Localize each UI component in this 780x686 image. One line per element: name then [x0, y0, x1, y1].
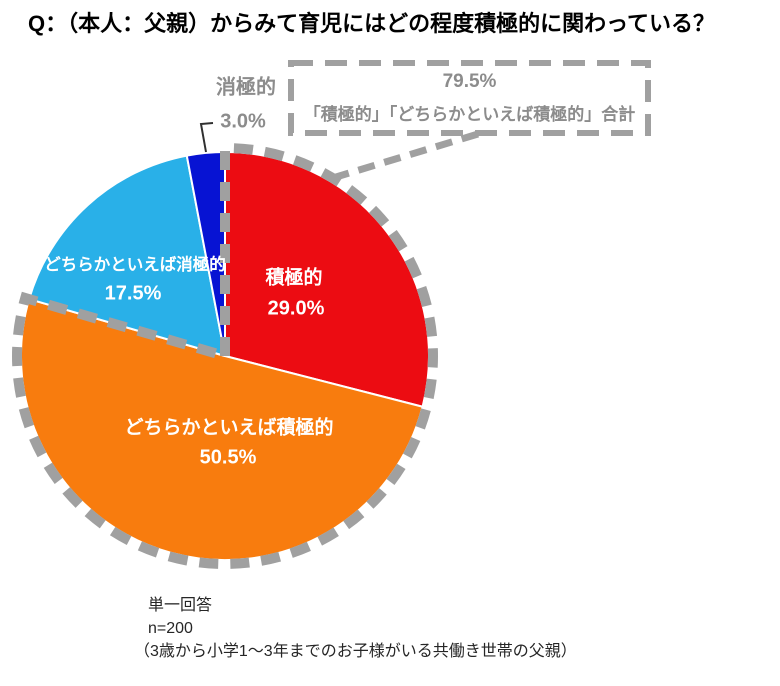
slice-value-active: 29.0% — [267, 297, 325, 320]
summary-callout: 79.5% 「積極的」「どちらかといえば積極的」合計 — [291, 63, 648, 133]
page-title: Q：（本人：父親）からみて育児にはどの程度積極的に関わっている？ — [28, 11, 716, 36]
footnote-sample-size: n=200 — [148, 620, 193, 637]
pie-slice-2 — [28, 154, 226, 357]
footnote: 単一回答 n=200 （3歳から小学1～3年までのお子様がいる共働き世帯の父親） — [134, 594, 577, 663]
callout-dashed-border — [288, 60, 651, 136]
slice-value-passive: 3.0% — [220, 110, 266, 133]
callout-leader-line — [334, 130, 480, 181]
slice-label-somewhat-passive: どちらかといえば消極的 — [44, 256, 226, 274]
callout-total-label: 「積極的」「どちらかといえば積極的」合計 — [303, 105, 636, 125]
footnote-sample-description: （3歳から小学1～3年までのお子様がいる共働き世帯の父親） — [134, 643, 577, 660]
slice-label-passive: 消極的 — [216, 76, 276, 99]
slice-label-active: 積極的 — [265, 267, 323, 289]
pie-slices — [19, 150, 430, 562]
highlight-dashed-outline — [12, 142, 438, 569]
small-slice-leader-line — [199, 122, 214, 153]
slice-label-somewhat-active: どちらかといえば積極的 — [124, 417, 334, 439]
slice-value-somewhat-active: 50.5% — [199, 446, 257, 469]
slice-value-somewhat-passive: 17.5% — [104, 282, 162, 305]
callout-total-value: 79.5% — [442, 70, 497, 92]
footnote-answer-type: 単一回答 — [148, 597, 213, 614]
highlight-dashed-outline-group — [12, 142, 438, 569]
